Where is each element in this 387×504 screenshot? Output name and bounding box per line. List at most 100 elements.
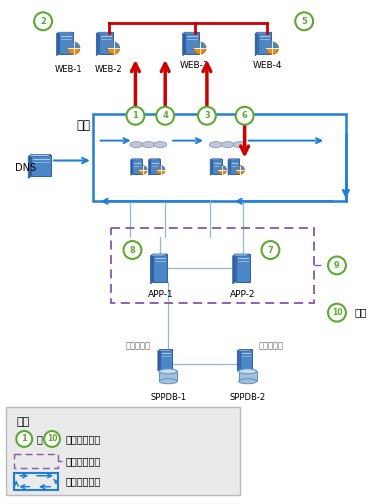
Bar <box>93 114 346 201</box>
Ellipse shape <box>159 369 177 374</box>
Circle shape <box>236 107 253 124</box>
Text: 2: 2 <box>40 17 46 26</box>
Polygon shape <box>255 32 271 34</box>
FancyBboxPatch shape <box>153 254 167 282</box>
Polygon shape <box>150 254 153 284</box>
FancyBboxPatch shape <box>59 32 73 54</box>
FancyBboxPatch shape <box>150 159 160 174</box>
Polygon shape <box>57 32 59 55</box>
Circle shape <box>44 431 60 447</box>
Ellipse shape <box>209 142 222 148</box>
FancyBboxPatch shape <box>160 349 172 369</box>
Text: SPPDB-2: SPPDB-2 <box>229 393 265 402</box>
Ellipse shape <box>218 166 226 174</box>
Text: 10: 10 <box>332 308 342 317</box>
Ellipse shape <box>233 142 246 148</box>
Circle shape <box>16 431 32 447</box>
Polygon shape <box>131 159 142 160</box>
Wedge shape <box>68 42 80 48</box>
Text: WEB-4: WEB-4 <box>253 61 282 70</box>
Text: 9: 9 <box>334 261 340 270</box>
Polygon shape <box>158 349 172 351</box>
FancyBboxPatch shape <box>240 349 252 369</box>
Text: 8: 8 <box>130 245 135 255</box>
Wedge shape <box>194 42 206 48</box>
Polygon shape <box>183 32 185 55</box>
Ellipse shape <box>239 369 257 374</box>
Polygon shape <box>28 155 31 178</box>
Text: 更新程序步驟: 更新程序步驟 <box>66 434 101 444</box>
Polygon shape <box>233 254 236 284</box>
Text: 7: 7 <box>267 245 273 255</box>
Polygon shape <box>210 159 222 160</box>
Polygon shape <box>149 159 150 175</box>
Circle shape <box>328 304 346 322</box>
Ellipse shape <box>139 166 147 174</box>
Polygon shape <box>158 349 160 371</box>
Polygon shape <box>96 32 99 55</box>
Ellipse shape <box>130 142 143 148</box>
Circle shape <box>156 107 174 124</box>
Text: 資料庫鏡像: 資料庫鏡像 <box>259 342 284 350</box>
Text: 負載平衡輪替: 負載平衡輪替 <box>66 476 101 486</box>
Text: WEB-1: WEB-1 <box>55 65 83 74</box>
Text: 步驟群組指標: 步驟群組指標 <box>66 456 101 466</box>
Ellipse shape <box>157 166 165 174</box>
Circle shape <box>127 107 144 124</box>
Ellipse shape <box>236 166 244 174</box>
Circle shape <box>198 107 216 124</box>
Text: 1: 1 <box>132 111 139 120</box>
Text: 開始: 開始 <box>77 119 91 132</box>
Polygon shape <box>237 349 240 371</box>
FancyBboxPatch shape <box>132 159 142 174</box>
Wedge shape <box>267 42 278 48</box>
FancyBboxPatch shape <box>230 159 240 174</box>
Ellipse shape <box>154 142 167 148</box>
FancyBboxPatch shape <box>31 155 51 176</box>
Bar <box>6 407 240 494</box>
Text: SPPDB-1: SPPDB-1 <box>150 393 186 402</box>
Text: APP-2: APP-2 <box>230 290 255 299</box>
Polygon shape <box>228 159 240 160</box>
Text: 至: 至 <box>36 434 42 444</box>
Text: DNS: DNS <box>15 163 36 173</box>
Polygon shape <box>255 32 257 55</box>
Bar <box>159 371 177 382</box>
Text: 主要資料庫: 主要資料庫 <box>126 342 151 350</box>
Circle shape <box>34 12 52 30</box>
Wedge shape <box>157 166 165 170</box>
Polygon shape <box>96 32 113 34</box>
Text: 10: 10 <box>47 434 57 444</box>
Text: 4: 4 <box>162 111 168 120</box>
Bar <box>14 454 58 468</box>
Ellipse shape <box>239 379 257 384</box>
Text: WEB-3: WEB-3 <box>180 61 210 70</box>
FancyBboxPatch shape <box>212 159 222 174</box>
Polygon shape <box>131 159 132 175</box>
Wedge shape <box>218 166 226 170</box>
Ellipse shape <box>194 42 206 54</box>
Wedge shape <box>236 166 244 170</box>
Text: 6: 6 <box>242 111 248 120</box>
Ellipse shape <box>221 142 234 148</box>
Bar <box>14 473 58 490</box>
Circle shape <box>328 257 346 274</box>
Text: 5: 5 <box>301 17 307 26</box>
Bar <box>239 371 257 382</box>
Polygon shape <box>237 349 252 351</box>
Text: 結束: 結束 <box>355 307 367 318</box>
Text: 1: 1 <box>21 434 27 444</box>
Wedge shape <box>139 166 147 170</box>
FancyBboxPatch shape <box>99 32 113 54</box>
Circle shape <box>123 241 141 259</box>
Text: 3: 3 <box>204 111 210 120</box>
Polygon shape <box>228 159 230 175</box>
Text: WEB-2: WEB-2 <box>95 65 122 74</box>
Polygon shape <box>233 254 250 256</box>
Polygon shape <box>28 155 51 157</box>
Text: 圖例: 圖例 <box>16 417 29 427</box>
Wedge shape <box>108 42 120 48</box>
Ellipse shape <box>108 42 120 54</box>
Polygon shape <box>149 159 160 160</box>
Polygon shape <box>57 32 73 34</box>
